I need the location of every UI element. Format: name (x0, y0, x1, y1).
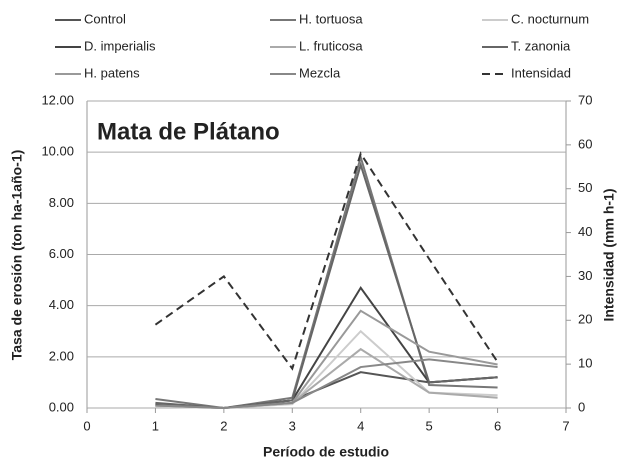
legend-label: T. zanonia (511, 38, 571, 53)
x-tick-label: 3 (289, 418, 296, 433)
x-tick-label: 0 (83, 418, 90, 433)
x-tick-label: 4 (357, 418, 364, 433)
x-tick-label: 2 (220, 418, 227, 433)
y-tick-label: 2.00 (49, 348, 74, 363)
x-tick-label: 1 (152, 418, 159, 433)
legend-label: H. patens (84, 65, 140, 80)
y2-tick-label: 30 (578, 268, 592, 283)
legend-label: D. imperialis (84, 38, 156, 53)
y2-tick-label: 10 (578, 356, 592, 371)
y-tick-label: 10.00 (41, 144, 74, 159)
x-axis-title: Período de estudio (263, 444, 389, 460)
series-line (155, 161, 498, 410)
chart-title: Mata de Plátano (97, 118, 280, 145)
series-line (155, 358, 498, 410)
y-tick-label: 12.00 (41, 92, 74, 107)
y2-tick-label: 60 (578, 136, 592, 151)
x-tick-label: 7 (562, 418, 569, 433)
y-axis-title: Tasa de erosión (ton ha-1año-1) (9, 150, 25, 361)
legend-label: C. nocturnum (511, 11, 589, 26)
legend-label: Intensidad (511, 65, 571, 80)
series-line (155, 371, 498, 410)
y-tick-label: 6.00 (49, 246, 74, 261)
y-tick-label: 0.00 (49, 399, 74, 414)
legend-label: Mezcla (299, 65, 341, 80)
x-tick-label: 5 (426, 418, 433, 433)
y2-tick-label: 70 (578, 92, 592, 107)
y2-tick-label: 40 (578, 224, 592, 239)
y-tick-label: 8.00 (49, 195, 74, 210)
y2-tick-label: 50 (578, 180, 592, 195)
legend-label: Control (84, 11, 126, 26)
legend-label: L. fruticosa (299, 38, 363, 53)
y2-axis-title: Intensidad (mm h-1) (601, 188, 617, 321)
y-tick-label: 4.00 (49, 297, 74, 312)
legend-label: H. tortuosa (299, 11, 363, 26)
series-line (154, 151, 499, 371)
x-tick-label: 6 (494, 418, 501, 433)
y2-tick-label: 0 (578, 399, 585, 414)
y2-tick-label: 20 (578, 312, 592, 327)
